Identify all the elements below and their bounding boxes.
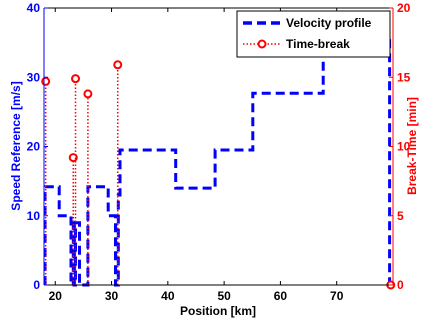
time-break-point-3 [83,89,93,99]
y-left-tick-label-3: 30 [27,70,41,84]
time-break-point-0 [41,76,51,86]
x-tick-label-1: 30 [105,289,119,303]
y-right-tick-label-2: 10 [397,140,411,154]
y-axis-label-left: Speed Reference [m/s] [9,81,23,210]
legend-timebreak-label: Time-break [286,37,350,51]
x-tick-label-3: 50 [217,289,231,303]
y-left-tick-label-0: 0 [33,278,40,292]
time-break-point-1 [68,153,78,163]
x-axis-label: Position [km] [180,304,256,318]
time-break-point-2 [71,74,81,84]
x-tick-label-4: 60 [274,289,288,303]
x-tick-label-5: 70 [330,289,344,303]
y-right-tick-label-0: 0 [397,278,404,292]
time-break-point-4 [113,60,123,70]
y-axis-label-right: Break-Time [min] [405,97,419,195]
y-left-tick-label-2: 20 [27,140,41,154]
y-right-tick-label-1: 5 [397,209,404,223]
y-left-tick-label-4: 40 [27,1,41,15]
y-left-tick-label-1: 10 [27,209,41,223]
y-right-tick-label-4: 20 [397,1,411,15]
ticks-layer: 20 30 40 50 60 70 0 10 20 30 40 0 5 10 15 20 [27,1,411,303]
legend-box [236,10,391,58]
legend-velocity-label: Velocity profile [286,16,372,30]
y-right-tick-label-3: 15 [397,70,411,84]
legend-timebreak-marker [257,39,267,49]
legend: Velocity profile Time-break [236,10,391,58]
x-tick-label-2: 40 [161,289,175,303]
x-tick-label-0: 20 [49,289,63,303]
